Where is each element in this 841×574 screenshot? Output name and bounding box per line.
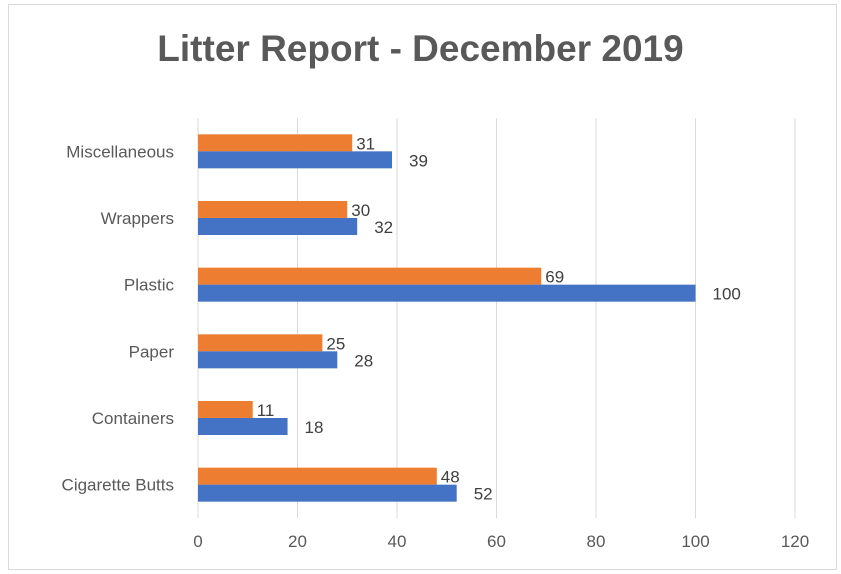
bar-wrappers-orange <box>198 201 348 218</box>
bar-wrappers-blue <box>198 218 358 235</box>
data-label: 52 <box>474 485 493 504</box>
data-label: 30 <box>351 201 370 220</box>
data-label: 28 <box>354 351 373 370</box>
x-tick-label: 120 <box>781 532 809 551</box>
bar-miscellaneous-orange <box>198 134 353 152</box>
bar-cigarette-butts-orange <box>198 467 437 485</box>
data-label: 39 <box>409 151 428 170</box>
category-axis: Cigarette Butts Containers Paper Plastic Wra… <box>62 142 175 494</box>
x-tick-label: 60 <box>487 532 506 551</box>
x-tick-label: 0 <box>193 532 202 551</box>
data-label: 32 <box>374 218 393 237</box>
x-tick-label: 80 <box>587 532 606 551</box>
data-label: 18 <box>305 418 324 437</box>
x-tick-label: 100 <box>681 532 709 551</box>
y-tick-label: Wrappers <box>101 209 174 228</box>
value-axis: 0 20 40 60 80 100 120 <box>193 532 809 551</box>
bar-containers-orange <box>198 401 253 418</box>
data-label: 11 <box>257 401 275 420</box>
y-tick-label: Miscellaneous <box>66 142 174 161</box>
y-tick-label: Paper <box>129 342 175 361</box>
y-tick-label: Cigarette Butts <box>62 476 174 495</box>
chart-title: Litter Report - December 2019 <box>157 28 684 69</box>
data-label: 48 <box>441 468 460 487</box>
bar-plastic-blue <box>198 284 696 302</box>
bars <box>198 134 696 502</box>
y-tick-label: Plastic <box>124 276 175 295</box>
data-label: 31 <box>356 134 375 153</box>
bar-paper-orange <box>198 334 323 352</box>
y-tick-label: Containers <box>92 409 174 428</box>
bar-miscellaneous-blue <box>198 151 393 169</box>
bar-plastic-orange <box>198 267 542 285</box>
x-tick-label: 20 <box>288 532 307 551</box>
data-label: 100 <box>713 285 741 304</box>
x-tick-label: 40 <box>388 532 407 551</box>
bar-containers-blue <box>198 418 288 435</box>
data-label: 69 <box>545 268 564 287</box>
bar-paper-blue <box>198 351 338 369</box>
bar-cigarette-butts-blue <box>198 484 457 502</box>
gridlines <box>197 118 796 518</box>
data-label: 25 <box>326 334 345 353</box>
